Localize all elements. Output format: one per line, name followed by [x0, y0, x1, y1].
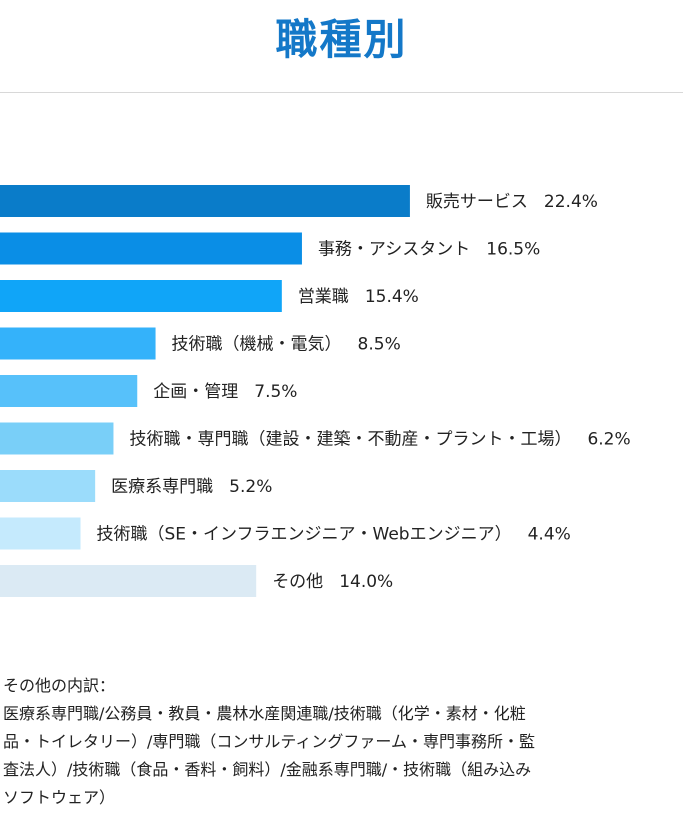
bar — [0, 185, 410, 217]
bar-category-label: 技術職（機械・電気） — [172, 335, 342, 355]
other-breakdown-note: その他の内訳： 医療系専門職/公務員・教員・農林水産関連職/技術職（化学・素材・… — [3, 672, 679, 812]
bar-value-label: 16.5% — [486, 240, 540, 260]
bar-label: 営業職 15.4% — [298, 287, 419, 307]
bar-value-label: 7.5% — [254, 382, 297, 402]
bar-category-label: 技術職（SE・インフラエンジニア・Webエンジニア） — [97, 525, 512, 545]
bar — [0, 327, 156, 360]
bar-value-label: 5.2% — [229, 477, 272, 497]
note-line: 品・トイレタリー）/専門職（コンサルティングファーム・専門事務所・監 — [3, 732, 535, 751]
bar — [0, 280, 282, 312]
bar — [0, 232, 302, 265]
bar — [0, 565, 257, 597]
bar-value-label: 4.4% — [528, 525, 571, 545]
page-title: 職種別 — [275, 14, 408, 64]
note-line: 査法人）/技術職（食品・香料・飼料）/金融系専門職/・技術職（組み込み — [3, 760, 532, 779]
bar-label: 技術職（SE・インフラエンジニア・Webエンジニア） 4.4% — [97, 525, 571, 545]
bar-category-label: その他 — [272, 572, 323, 592]
bar-label: 技術職・専門職（建設・建築・不動産・プラント・工場） 6.2% — [129, 430, 630, 450]
bar — [0, 470, 96, 502]
bar-category-label: 事務・アシスタント — [318, 240, 470, 260]
bar — [0, 375, 138, 407]
bar-value-label: 15.4% — [365, 287, 419, 307]
job-type-bar-chart: 販売サービス 22.4% 事務・アシスタント 16.5% 営業職 15.4% 技術職（機械・… — [0, 185, 631, 597]
bar-value-label: 8.5% — [358, 335, 401, 355]
title-divider — [0, 92, 683, 93]
note-line: 医療系専門職/公務員・教員・農林水産関連職/技術職（化学・素材・化粧 — [3, 704, 526, 723]
bar-label: その他 14.0% — [272, 572, 393, 592]
bar — [0, 517, 81, 550]
bar-category-label: 技術職・専門職（建設・建築・不動産・プラント・工場） — [129, 430, 571, 450]
bar-label: 事務・アシスタント 16.5% — [318, 240, 540, 260]
bar-value-label: 22.4% — [544, 192, 598, 212]
bar-label: 企画・管理 7.5% — [153, 382, 297, 402]
bar-category-label: 営業職 — [298, 287, 349, 307]
note-heading: その他の内訳： — [3, 676, 116, 695]
bar — [0, 422, 114, 455]
bar-value-label: 14.0% — [339, 572, 393, 592]
bar-label: 販売サービス 22.4% — [426, 192, 598, 212]
bar-label: 医療系専門職 5.2% — [111, 477, 272, 497]
bar-value-label: 6.2% — [587, 430, 630, 450]
bar-category-label: 企画・管理 — [153, 382, 238, 402]
bar-label: 技術職（機械・電気） 8.5% — [172, 335, 401, 355]
note-line: ソフトウェア） — [3, 788, 116, 807]
bar-category-label: 販売サービス — [426, 192, 528, 212]
bar-category-label: 医療系専門職 — [111, 477, 213, 497]
